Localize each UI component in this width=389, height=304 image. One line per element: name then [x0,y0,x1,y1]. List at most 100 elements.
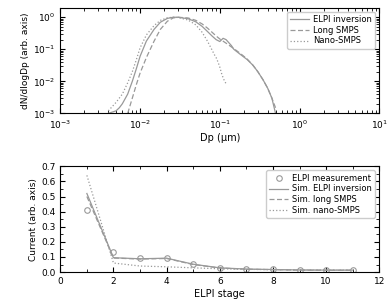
Legend: ELPI measurement, Sim. ELPI inversion, Sim. long SMPS, Sim. nano-SMPS: ELPI measurement, Sim. ELPI inversion, S… [266,171,375,218]
ELPI inversion [217,40,222,43]
Line: ELPI measurement: ELPI measurement [84,207,356,273]
Long SMPS [245,57,249,61]
Line: Nano-SMPS: Nano-SMPS [108,17,226,111]
Sim. long SMPS [217,266,222,270]
Sim. long SMPS [191,263,196,266]
ELPI measurement [138,256,142,260]
ELPI inversion [270,96,274,100]
Y-axis label: dN/dlogDp (arb. axis): dN/dlogDp (arb. axis) [21,12,30,109]
X-axis label: ELPI stage: ELPI stage [194,289,245,299]
Nano-SMPS [125,81,130,85]
Sim. ELPI inversion [164,256,169,260]
Long SMPS [270,96,274,100]
Sim. long SMPS [111,256,116,260]
Long SMPS [273,106,278,109]
Nano-SMPS [152,24,156,27]
Long SMPS [193,19,198,22]
ELPI inversion [114,109,118,113]
ELPI inversion [106,112,110,115]
Sim. long SMPS [84,195,89,198]
Long SMPS [214,34,219,38]
Line: Sim. ELPI inversion: Sim. ELPI inversion [87,193,353,270]
Nano-SMPS [205,39,210,43]
ELPI inversion [152,27,156,31]
Sim. ELPI inversion [324,268,328,272]
Line: Long SMPS: Long SMPS [128,17,275,113]
ELPI inversion [265,87,270,90]
ELPI inversion [273,112,278,115]
Nano-SMPS [210,48,214,52]
Sim. long SMPS [138,257,142,261]
ELPI inversion [261,78,266,82]
ELPI inversion [165,17,170,20]
Sim. nano-SMPS [297,268,302,272]
ELPI inversion [120,102,125,105]
ELPI inversion [210,34,214,38]
Sim. ELPI inversion [217,266,222,270]
ELPI inversion [117,106,122,109]
ELPI inversion [144,39,149,43]
ELPI inversion [130,80,135,83]
ELPI inversion [229,44,234,47]
ELPI inversion [186,17,190,21]
Sim. nano-SMPS [244,268,249,271]
Nano-SMPS [222,80,227,83]
Nano-SMPS [193,23,198,27]
ELPI inversion [214,38,219,41]
ELPI measurement [84,208,89,212]
Sim. nano-SMPS [350,268,355,272]
Sim. nano-SMPS [84,174,89,177]
ELPI measurement [191,262,196,266]
X-axis label: Dp (μm): Dp (μm) [200,133,240,143]
Line: Sim. long SMPS: Sim. long SMPS [87,196,353,270]
ELPI inversion [205,30,210,33]
Line: ELPI inversion: ELPI inversion [108,17,275,113]
ELPI measurement [350,268,355,272]
Sim. nano-SMPS [271,268,275,271]
Nano-SMPS [130,70,135,74]
ELPI inversion [224,38,228,41]
Long SMPS [210,30,214,34]
ELPI inversion [245,58,249,61]
Nano-SMPS [219,71,224,75]
Long SMPS [130,96,135,100]
Long SMPS [144,56,149,60]
Long SMPS [152,39,156,43]
ELPI inversion [158,20,163,24]
Nano-SMPS [158,19,163,22]
Sim. long SMPS [164,257,169,260]
Sim. ELPI inversion [84,192,89,195]
Sim. ELPI inversion [271,268,275,271]
Sim. long SMPS [350,268,355,272]
ELPI measurement [164,256,169,260]
Nano-SMPS [106,109,110,113]
Nano-SMPS [216,60,220,64]
Nano-SMPS [171,16,175,19]
Long SMPS [165,19,170,23]
ELPI inversion [125,92,130,96]
Nano-SMPS [217,65,222,69]
Nano-SMPS [120,92,125,96]
ELPI inversion [200,25,205,28]
Nano-SMPS [134,58,139,61]
Sim. ELPI inversion [350,268,355,272]
Sim. nano-SMPS [138,264,142,268]
ELPI inversion [176,16,180,19]
Long SMPS [176,16,180,19]
Long SMPS [217,37,222,41]
Nano-SMPS [214,56,219,60]
Sim. long SMPS [324,268,328,272]
Long SMPS [231,47,236,50]
ELPI inversion [251,63,255,67]
Sim. ELPI inversion [111,256,116,260]
Nano-SMPS [212,52,217,56]
ELPI inversion [256,70,260,74]
Long SMPS [125,112,130,115]
ELPI inversion [238,52,242,56]
Legend: ELPI inversion, Long SMPS, Nano-SMPS: ELPI inversion, Long SMPS, Nano-SMPS [287,12,375,49]
ELPI measurement [297,268,302,272]
ELPI inversion [134,67,139,71]
Sim. nano-SMPS [324,268,328,272]
Nano-SMPS [224,82,228,85]
Long SMPS [171,16,175,20]
